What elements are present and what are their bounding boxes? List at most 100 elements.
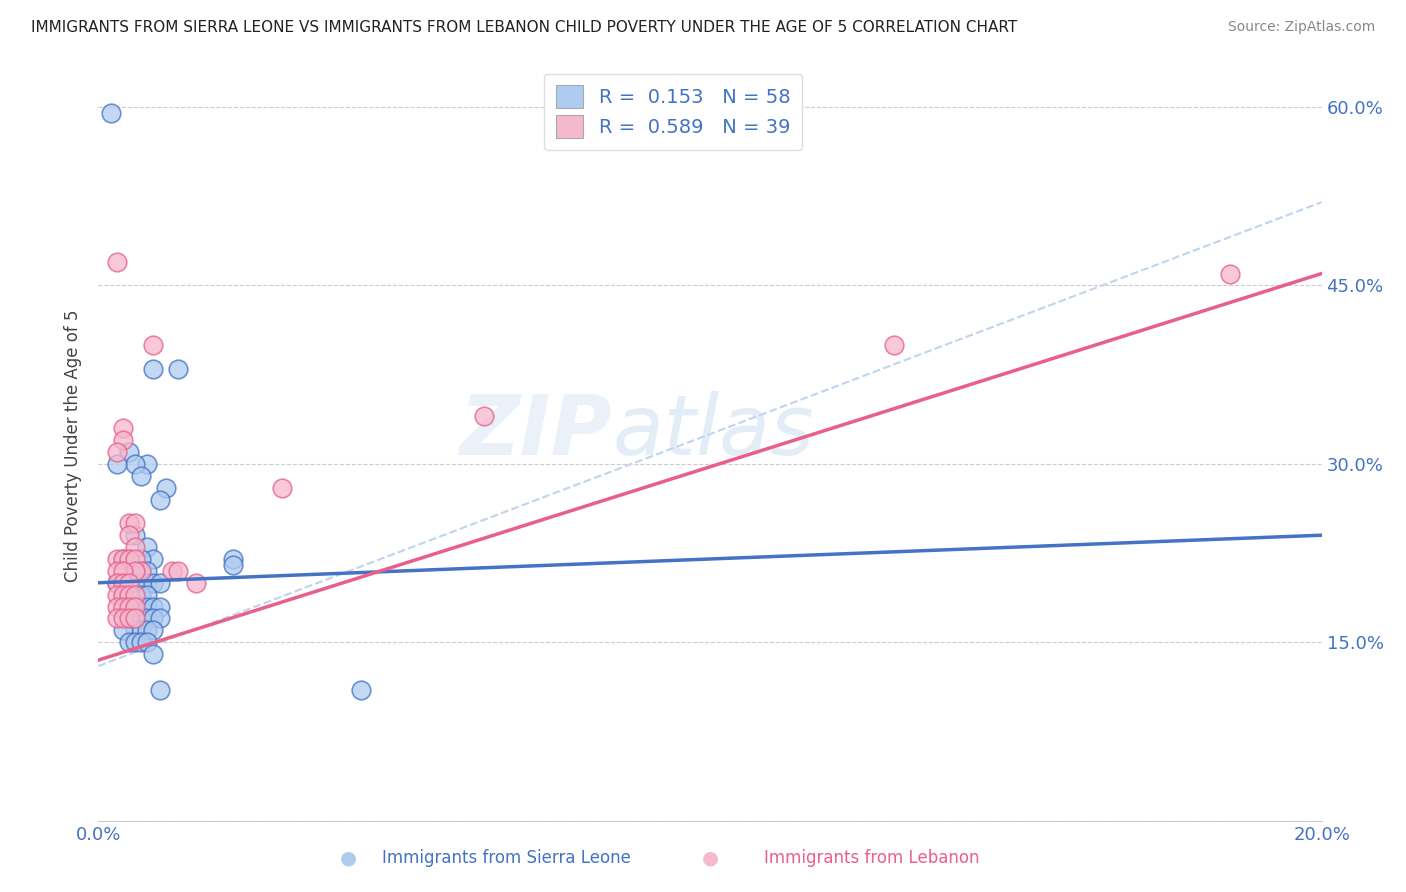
Point (118, 445, 141, 459)
Point (472, 409, 495, 424)
Point (118, 599, 141, 614)
Point (118, 611, 141, 625)
Point (222, 558, 245, 572)
Point (136, 599, 159, 614)
Point (118, 552, 141, 566)
Point (111, 575, 134, 590)
Point (124, 516, 146, 531)
Point (129, 564, 152, 578)
Text: ZIP: ZIP (460, 391, 612, 472)
Point (186, 575, 208, 590)
Point (124, 552, 146, 566)
Point (149, 682, 172, 697)
Point (111, 588, 134, 602)
Point (118, 599, 141, 614)
Point (124, 611, 146, 625)
Point (136, 564, 159, 578)
Point (118, 528, 141, 542)
Point (136, 588, 159, 602)
Point (129, 635, 152, 649)
Text: ●: ● (702, 848, 718, 868)
Point (105, 564, 128, 578)
Point (129, 599, 152, 614)
Point (149, 575, 172, 590)
Point (167, 361, 190, 376)
Point (1219, 267, 1241, 281)
Point (142, 599, 165, 614)
Point (124, 564, 146, 578)
Point (142, 647, 165, 661)
Point (124, 575, 146, 590)
Point (111, 575, 134, 590)
Text: ●: ● (340, 848, 357, 868)
Point (105, 552, 128, 566)
Point (111, 611, 134, 625)
Point (124, 457, 146, 471)
Point (118, 588, 141, 602)
Point (129, 552, 152, 566)
Point (167, 564, 190, 578)
Point (118, 575, 141, 590)
Point (100, 106, 122, 120)
Point (118, 575, 141, 590)
Point (118, 552, 141, 566)
Text: Source: ZipAtlas.com: Source: ZipAtlas.com (1227, 20, 1375, 34)
Text: Immigrants from Lebanon: Immigrants from Lebanon (763, 849, 980, 867)
Point (136, 575, 159, 590)
Point (142, 611, 165, 625)
Point (142, 624, 165, 638)
Point (136, 457, 159, 471)
Legend: R =  0.153   N = 58, R =  0.589   N = 39: R = 0.153 N = 58, R = 0.589 N = 39 (544, 73, 803, 150)
Point (883, 338, 905, 352)
Point (129, 575, 152, 590)
Point (124, 599, 146, 614)
Text: atlas: atlas (612, 391, 814, 472)
Point (129, 611, 152, 625)
Point (149, 611, 172, 625)
Y-axis label: Child Poverty Under the Age of 5: Child Poverty Under the Age of 5 (65, 310, 83, 582)
Point (105, 599, 128, 614)
Point (111, 552, 134, 566)
Point (124, 599, 146, 614)
Point (142, 552, 165, 566)
Point (111, 552, 134, 566)
Point (124, 588, 146, 602)
Point (124, 564, 146, 578)
Point (111, 624, 134, 638)
Point (129, 564, 152, 578)
Point (118, 516, 141, 531)
Point (111, 421, 134, 435)
Point (111, 599, 134, 614)
Point (136, 624, 159, 638)
Point (124, 588, 146, 602)
Point (142, 361, 165, 376)
Point (118, 635, 141, 649)
Point (124, 611, 146, 625)
Point (105, 575, 128, 590)
Point (129, 468, 152, 483)
Point (270, 481, 292, 495)
Point (118, 611, 141, 625)
Point (105, 254, 128, 268)
Point (222, 552, 245, 566)
Point (124, 635, 146, 649)
Point (149, 599, 172, 614)
Point (105, 445, 128, 459)
Point (136, 540, 159, 554)
Point (136, 611, 159, 625)
Point (142, 338, 165, 352)
Text: Immigrants from Sierra Leone: Immigrants from Sierra Leone (381, 849, 631, 867)
Point (105, 611, 128, 625)
Point (155, 481, 177, 495)
Point (111, 564, 134, 578)
Point (124, 540, 146, 554)
Point (118, 588, 141, 602)
Point (124, 528, 146, 542)
Point (105, 575, 128, 590)
Point (149, 492, 172, 507)
Text: IMMIGRANTS FROM SIERRA LEONE VS IMMIGRANTS FROM LEBANON CHILD POVERTY UNDER THE : IMMIGRANTS FROM SIERRA LEONE VS IMMIGRAN… (31, 20, 1017, 35)
Point (350, 682, 373, 697)
Point (124, 624, 146, 638)
Point (129, 588, 152, 602)
Point (111, 433, 134, 447)
